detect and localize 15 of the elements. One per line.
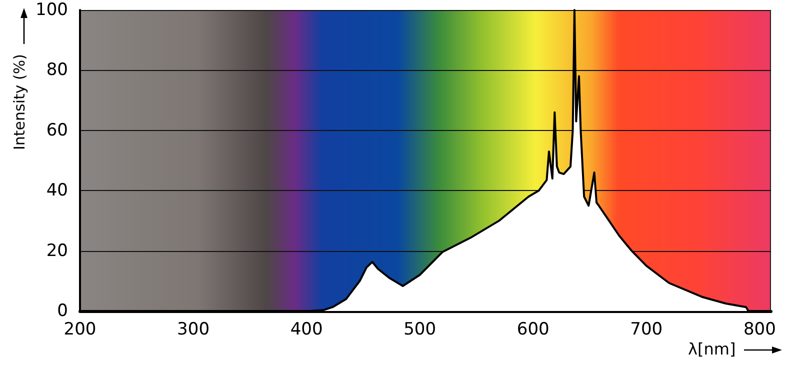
y-tick-label: 80 <box>46 60 68 80</box>
x-axis-title: λ[nm] <box>688 340 736 358</box>
x-tick-label: 200 <box>64 320 96 340</box>
y-tick-label: 20 <box>46 240 68 261</box>
x-tick-label: 400 <box>290 320 323 340</box>
x-tick-label: 700 <box>630 320 663 340</box>
y-tick-label: 100 <box>36 0 68 20</box>
x-tick-label: 300 <box>177 320 210 340</box>
y-tick-label: 0 <box>57 301 68 321</box>
x-tick-label: 600 <box>516 320 550 340</box>
y-axis-title: Intensity (%) <box>10 54 28 150</box>
x-tick-label: 500 <box>404 320 436 340</box>
x-tick-label: 800 <box>743 320 776 340</box>
y-tick-label: 60 <box>46 120 68 140</box>
y-tick-label: 40 <box>46 180 68 201</box>
